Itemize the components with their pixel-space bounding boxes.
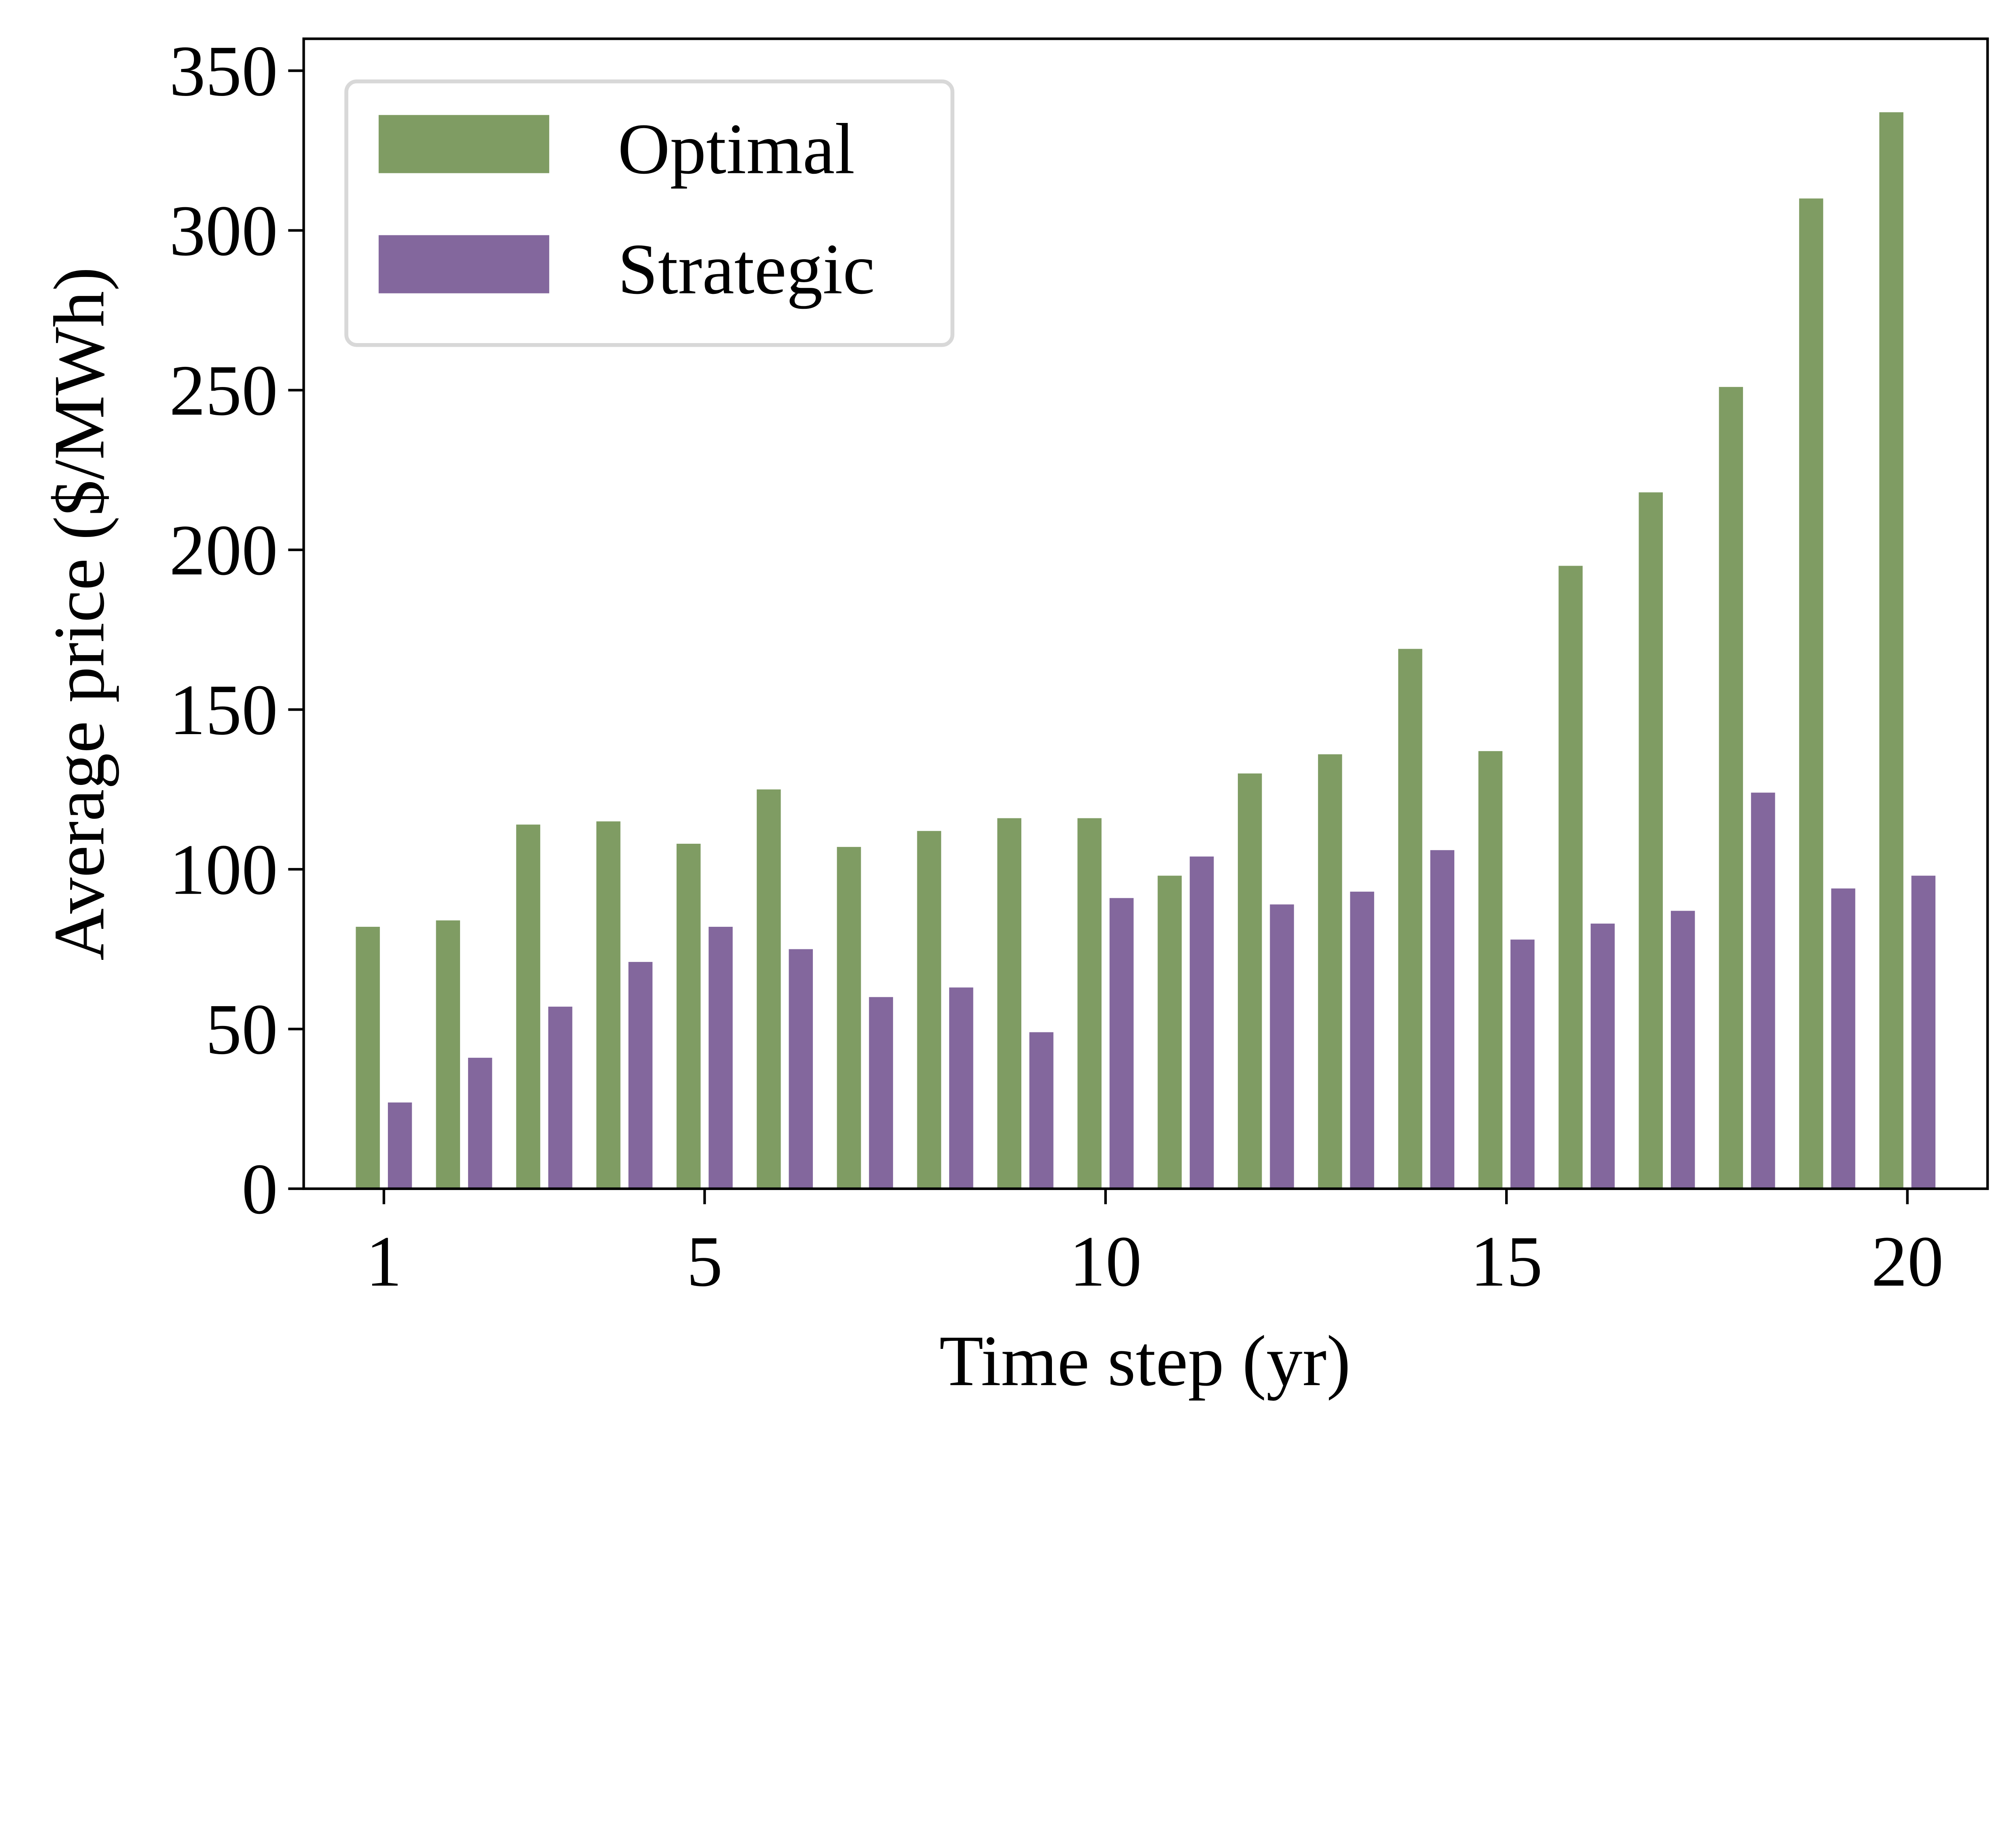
bar-strategic-13 [1350, 891, 1375, 1189]
y-tick-label: 250 [169, 350, 278, 431]
bar-strategic-18 [1751, 793, 1775, 1189]
y-axis-label: Average price ($/MWh) [39, 267, 119, 961]
x-tick-label: 1 [366, 1221, 402, 1301]
bar-optimal-15 [1478, 751, 1503, 1189]
y-tick-label: 200 [169, 510, 278, 590]
bar-optimal-4 [596, 821, 621, 1189]
bar-strategic-1 [388, 1102, 412, 1189]
bar-optimal-16 [1558, 566, 1583, 1189]
legend-swatch-optimal [379, 115, 550, 173]
bar-optimal-19 [1799, 198, 1823, 1189]
bar-optimal-10 [1077, 818, 1102, 1189]
bar-optimal-9 [997, 818, 1022, 1189]
plot-frame [302, 37, 1989, 1190]
bar-optimal-8 [917, 831, 941, 1189]
y-tick-label: 150 [169, 670, 278, 750]
y-tick-label: 100 [169, 829, 278, 909]
x-tick-label: 15 [1470, 1221, 1543, 1301]
bar-strategic-16 [1591, 924, 1615, 1189]
bar-optimal-3 [516, 824, 540, 1189]
bar-strategic-2 [468, 1057, 492, 1189]
bar-optimal-18 [1719, 387, 1743, 1189]
bar-strategic-15 [1510, 939, 1535, 1189]
bar-strategic-9 [1029, 1032, 1054, 1189]
x-tick-label: 20 [1871, 1221, 1943, 1301]
bar-strategic-14 [1430, 850, 1454, 1189]
bar-strategic-5 [708, 926, 733, 1189]
bar-optimal-5 [676, 843, 701, 1189]
x-tick-label: 5 [687, 1221, 723, 1301]
bar-optimal-2 [436, 920, 460, 1189]
bar-optimal-7 [837, 847, 861, 1189]
bar-strategic-20 [1911, 876, 1936, 1189]
legend-label-optimal: Optimal [618, 108, 855, 189]
y-tick-label: 350 [169, 31, 278, 111]
bar-optimal-13 [1318, 754, 1342, 1189]
y-tick-label: 300 [169, 190, 278, 271]
bar-optimal-6 [756, 789, 781, 1189]
x-axis: 1 5 10 15 20 [366, 1188, 1943, 1301]
bars-layer [356, 112, 1936, 1189]
bar-strategic-12 [1270, 904, 1294, 1189]
bar-strategic-17 [1670, 911, 1695, 1189]
y-tick-label: 50 [206, 989, 278, 1069]
bar-optimal-17 [1639, 492, 1663, 1189]
legend: Optimal Strategic [344, 79, 954, 347]
bar-strategic-11 [1189, 856, 1214, 1189]
bar-optimal-14 [1398, 649, 1422, 1189]
legend-label-strategic: Strategic [618, 229, 875, 309]
x-tick-label: 10 [1069, 1221, 1141, 1301]
bar-strategic-3 [548, 1007, 573, 1189]
bar-optimal-11 [1158, 876, 1182, 1189]
bar-optimal-20 [1879, 112, 1904, 1189]
y-tick-label: 0 [242, 1149, 278, 1229]
bar-optimal-1 [356, 926, 380, 1189]
bar-strategic-8 [949, 987, 973, 1189]
bar-optimal-12 [1238, 773, 1262, 1189]
bar-strategic-6 [789, 949, 813, 1189]
bar-strategic-7 [869, 997, 893, 1189]
x-axis-label: Time step (yr) [939, 1321, 1351, 1401]
y-axis: 0 50 100 150 200 250 300 350 [169, 31, 304, 1229]
bar-strategic-10 [1109, 898, 1134, 1189]
bar-strategic-4 [628, 962, 653, 1189]
legend-swatch-strategic [379, 235, 550, 293]
bar-strategic-19 [1831, 888, 1856, 1189]
